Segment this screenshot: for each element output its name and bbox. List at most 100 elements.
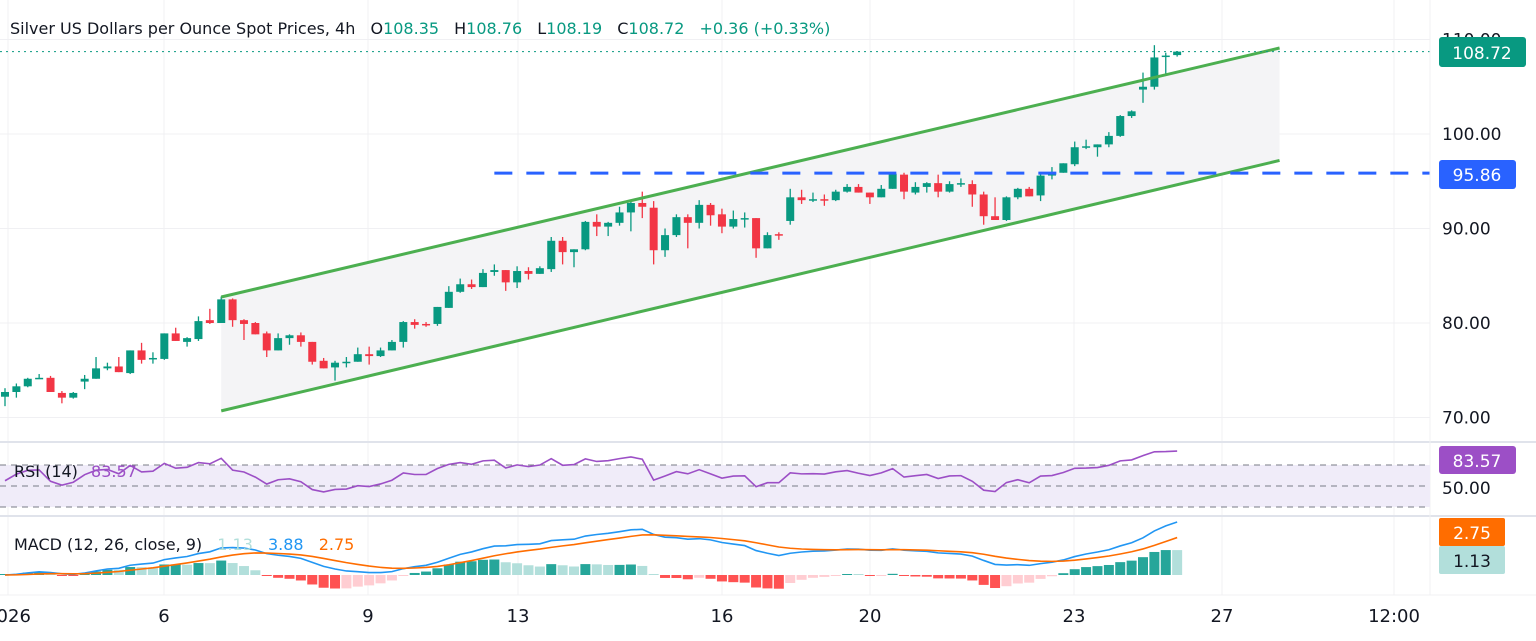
macd-histogram-bar (216, 560, 227, 575)
candle (763, 232, 772, 249)
macd-label: MACD (12, 26, close, 9) (14, 535, 202, 554)
candle-body (1173, 51, 1182, 56)
candle (524, 267, 533, 280)
candle-body (376, 350, 385, 357)
candle-body (638, 202, 647, 207)
candle-body (547, 240, 556, 270)
candle (1104, 132, 1113, 148)
rsi-legend[interactable]: RSI (14) 83.57 (14, 462, 137, 481)
time-tick-label: 6 (158, 606, 169, 627)
last-price-badge-text: 108.72 (1452, 44, 1511, 64)
candle (376, 347, 385, 358)
high-value: 108.76 (466, 19, 522, 38)
candle-body (501, 270, 510, 283)
candle-body (467, 284, 476, 288)
macd-histogram-bar (68, 575, 79, 576)
low-label: L (537, 19, 546, 38)
close-value: 108.72 (628, 19, 684, 38)
macd-histogram-bar (113, 569, 124, 575)
macd-histogram-bar (489, 559, 500, 575)
candle (888, 172, 897, 189)
candle (820, 194, 829, 206)
time-tick-label: 9 (362, 606, 373, 627)
macd-signal-line (4, 534, 1178, 576)
candle (12, 383, 21, 398)
macd-histogram-bar (921, 575, 932, 577)
price-tick-label: 70.00 (1442, 409, 1491, 429)
candle-body (1093, 144, 1102, 148)
macd-legend[interactable]: MACD (12, 26, close, 9) 1.13 3.88 2.75 (14, 535, 354, 554)
histogram-badge-text: 1.13 (1453, 552, 1491, 572)
candle-body (695, 204, 704, 223)
rsi-badge: 83.57 (1439, 446, 1516, 474)
candle-body (353, 354, 362, 362)
macd-histogram-bar (227, 563, 238, 575)
macd-histogram-bar (1035, 575, 1046, 579)
candle-body (752, 218, 761, 249)
time-tick-label: 2026 (0, 606, 31, 627)
time-axis[interactable]: 2026 6 9 13 16 20 23 27 12:00 (0, 606, 1420, 627)
candle-body (285, 335, 294, 339)
macd-histogram-bar (1115, 562, 1126, 575)
candle (843, 184, 852, 193)
candle (490, 264, 499, 276)
candle-body (80, 378, 89, 382)
candle-body (1013, 188, 1022, 198)
macd-histogram-bar (944, 575, 955, 579)
macd-histogram-bar (1069, 569, 1080, 575)
macd-histogram-bar (990, 575, 1001, 589)
candle-body (831, 191, 840, 201)
candle (205, 308, 214, 324)
macd-histogram-bar (853, 574, 864, 575)
candle-body (490, 270, 499, 272)
macd-histogram-bar (136, 567, 147, 575)
candle (1, 388, 9, 407)
time-tick-label: 13 (507, 606, 530, 627)
candle (69, 391, 78, 399)
candle (46, 375, 55, 392)
candle-body (786, 197, 795, 221)
candle (911, 182, 920, 195)
candle (717, 208, 726, 234)
candle (991, 197, 1000, 220)
price-tick-label: 90.00 (1442, 220, 1491, 240)
candle (57, 391, 66, 404)
macd-histogram-bar (603, 564, 614, 575)
candle-body (12, 386, 21, 392)
candle (353, 347, 362, 362)
candle-body (456, 284, 465, 292)
rsi-label: RSI (14) (14, 462, 78, 481)
macd-histogram-bar (398, 575, 409, 576)
candle-body (399, 322, 408, 342)
candle-body (797, 197, 806, 201)
candle-body (581, 221, 590, 250)
candle-body (535, 268, 544, 274)
candle-body (934, 183, 943, 192)
macd-histogram-bar (967, 575, 978, 581)
candle-body (433, 306, 442, 324)
macd-histogram-bar (1138, 557, 1148, 575)
macd-histogram-bar (705, 575, 716, 579)
candle (23, 377, 32, 388)
candle (342, 357, 351, 368)
macd-histogram-bar (864, 575, 875, 576)
macd-histogram-bar (1046, 575, 1057, 577)
macd-histogram-bar (842, 574, 853, 575)
candle-body (729, 219, 738, 227)
candle (706, 202, 715, 226)
macd-histogram-bar (557, 565, 568, 575)
candle-body (308, 341, 317, 362)
macd-histogram-bar (955, 575, 966, 579)
candle (934, 174, 943, 198)
candle-body (991, 216, 1000, 220)
channel-lower-trendline[interactable] (220, 159, 1280, 413)
candle (1161, 52, 1170, 76)
candle-body (843, 186, 852, 192)
candle-body (444, 291, 453, 308)
candle (422, 322, 431, 327)
macd-histogram-bar (432, 568, 443, 575)
macd-histogram-bar (1160, 550, 1171, 575)
candle (922, 182, 931, 193)
